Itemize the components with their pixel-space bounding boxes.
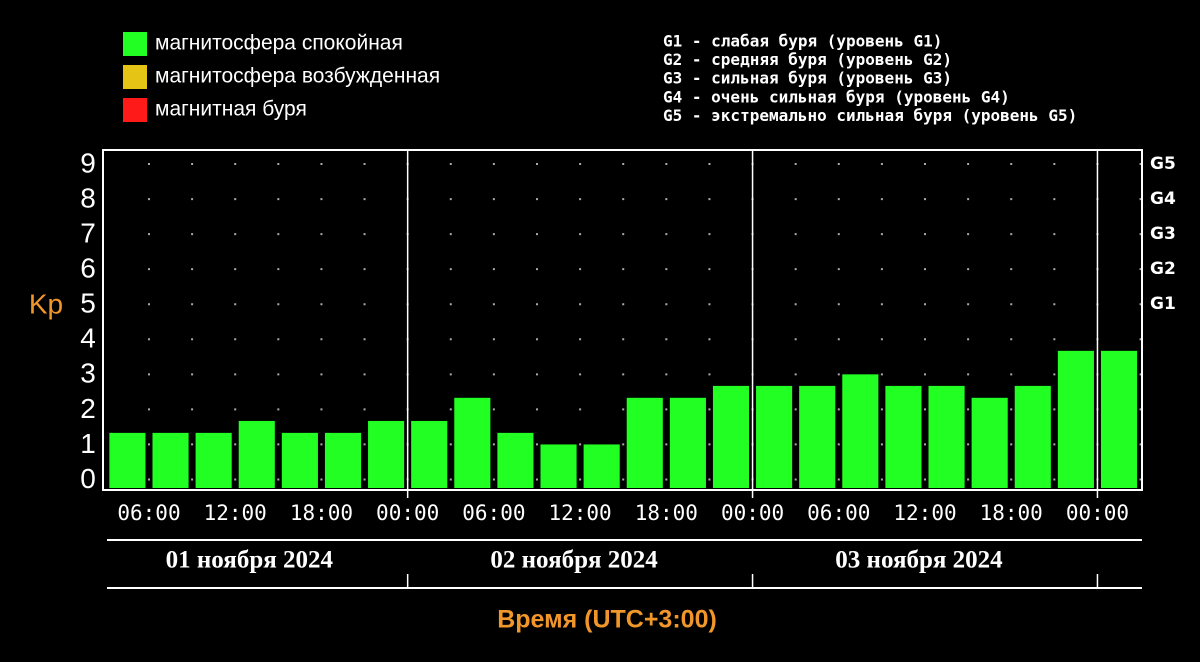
bar bbox=[454, 397, 491, 488]
y-tick-label: 3 bbox=[80, 358, 96, 389]
bar bbox=[626, 397, 663, 488]
x-tick-label: 00:00 bbox=[721, 501, 784, 525]
legend-swatch bbox=[123, 65, 147, 89]
x-tick-label: 06:00 bbox=[117, 501, 180, 525]
y-tick-label: 5 bbox=[80, 288, 96, 319]
bar bbox=[928, 385, 965, 488]
plot-frame bbox=[102, 149, 1143, 491]
y2-tick-label: G2 bbox=[1150, 259, 1176, 279]
y-tick-label: 8 bbox=[80, 182, 96, 213]
y-tick-label: 6 bbox=[80, 253, 96, 284]
note: G3 - сильная буря (уровень G3) bbox=[663, 69, 952, 88]
bar bbox=[1014, 385, 1051, 488]
note: G4 - очень сильная буря (уровень G4) bbox=[663, 87, 1010, 106]
note: G1 - слабая буря (уровень G1) bbox=[663, 32, 942, 51]
legend-label: магнитосфера возбужденная bbox=[155, 65, 440, 88]
y-axis-label: Kp bbox=[29, 288, 63, 319]
y2-tick-label: G1 bbox=[1150, 294, 1176, 314]
y2-tick-label: G5 bbox=[1150, 154, 1176, 174]
x-tick-label: 12:00 bbox=[204, 501, 267, 525]
y-tick-label: 2 bbox=[80, 393, 96, 424]
bar bbox=[756, 385, 793, 488]
y-tick-label: 4 bbox=[80, 323, 96, 354]
bar bbox=[195, 432, 232, 488]
bar bbox=[411, 420, 448, 488]
legend-swatch bbox=[123, 98, 147, 122]
bar bbox=[1057, 350, 1094, 488]
bar bbox=[368, 420, 405, 488]
y-tick-label: 1 bbox=[80, 428, 96, 459]
x-tick-label: 06:00 bbox=[807, 501, 870, 525]
bar bbox=[238, 420, 275, 488]
bar bbox=[712, 385, 750, 488]
x-tick-label: 18:00 bbox=[290, 501, 353, 525]
legend-label: магнитная буря bbox=[155, 98, 307, 121]
x-tick-label: 00:00 bbox=[1066, 501, 1129, 525]
x-tick-label: 12:00 bbox=[548, 501, 611, 525]
day-label: 01 ноября 2024 bbox=[166, 547, 334, 574]
x-tick-label: 06:00 bbox=[462, 501, 525, 525]
bar bbox=[583, 444, 620, 488]
bar bbox=[540, 444, 577, 488]
x-tick-label: 00:00 bbox=[376, 501, 439, 525]
x-tick-label: 18:00 bbox=[635, 501, 698, 525]
bar bbox=[497, 432, 534, 488]
legend-swatch bbox=[123, 32, 147, 56]
bar bbox=[669, 397, 706, 488]
bar bbox=[971, 397, 1008, 488]
bar bbox=[885, 385, 922, 488]
x-axis-label: Время (UTC+3:00) bbox=[497, 606, 717, 634]
legend-label: магнитосфера спокойная bbox=[155, 32, 403, 55]
y-tick-label: 0 bbox=[80, 463, 96, 494]
y2-tick-label: G3 bbox=[1150, 224, 1176, 244]
bar bbox=[281, 432, 318, 488]
y-tick-label: 9 bbox=[80, 147, 96, 178]
day-label: 02 ноября 2024 bbox=[490, 547, 658, 574]
note: G2 - средняя буря (уровень G2) bbox=[663, 50, 952, 69]
y-tick-label: 7 bbox=[80, 218, 96, 249]
bar bbox=[799, 385, 836, 488]
x-tick-label: 18:00 bbox=[980, 501, 1043, 525]
bar bbox=[324, 432, 362, 488]
bar bbox=[842, 374, 879, 488]
day-label: 03 ноября 2024 bbox=[835, 547, 1003, 574]
x-tick-label: 12:00 bbox=[893, 501, 956, 525]
bar bbox=[152, 432, 189, 488]
y2-tick-label: G4 bbox=[1150, 189, 1176, 209]
note: G5 - экстремально сильная буря (уровень … bbox=[663, 106, 1077, 125]
bar bbox=[109, 432, 146, 488]
bar bbox=[1100, 350, 1138, 488]
